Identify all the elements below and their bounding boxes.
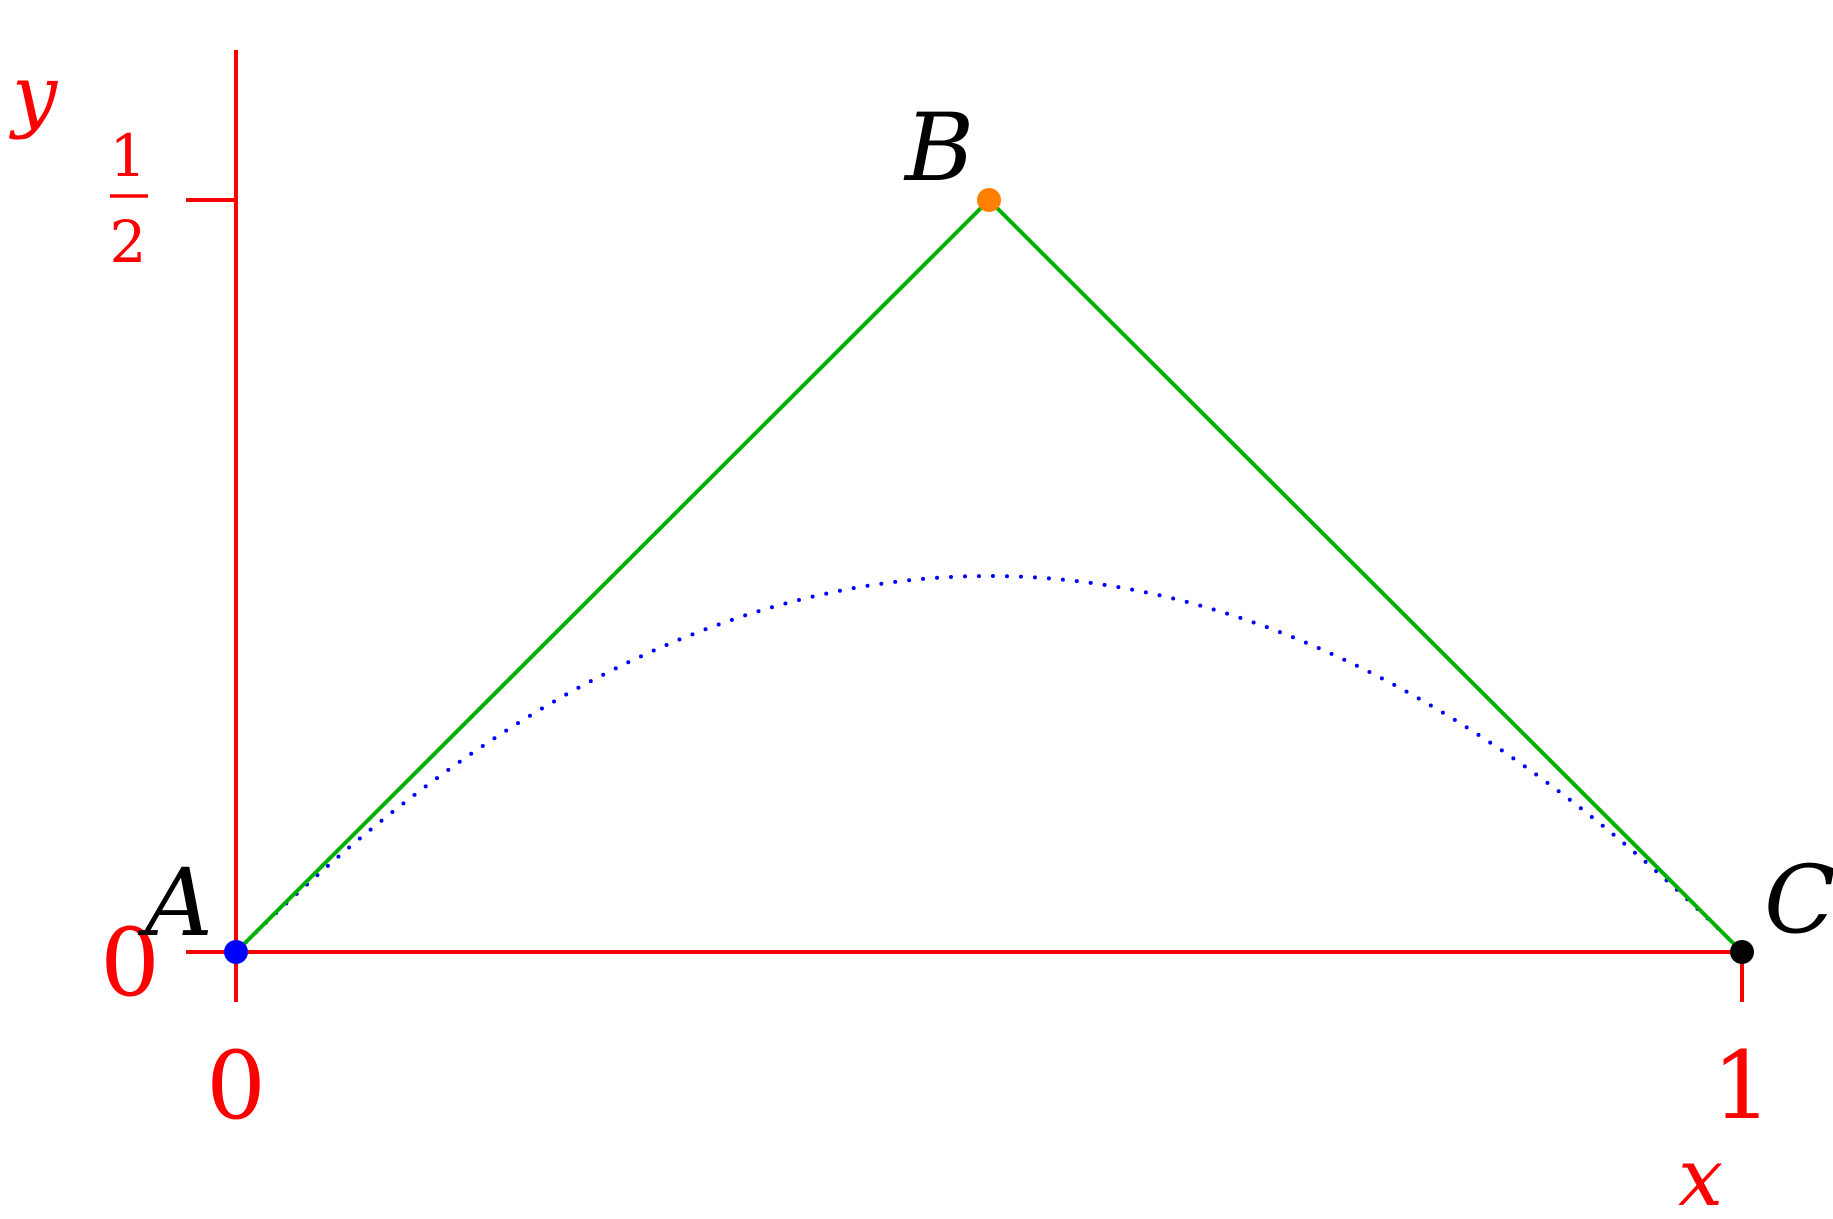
y-tick-label-zero: 0 [100, 909, 160, 1018]
dotted-parabola-curve [234, 573, 1744, 954]
x-tick-label-zero: 0 [206, 1032, 266, 1141]
x-axis-label: x [1678, 1131, 1723, 1219]
x-tick-label-one: 1 [1712, 1032, 1772, 1141]
polyline-abc [234, 197, 1744, 954]
point-b[interactable] [977, 188, 1001, 212]
point-b-label: B [903, 94, 974, 203]
y-tick-label-half-numerator: 1 [110, 122, 147, 190]
point-a[interactable] [224, 940, 248, 964]
y-axis-label: y [9, 48, 59, 141]
point-c[interactable] [1730, 940, 1754, 964]
point-c-label: C [1764, 846, 1833, 955]
point-a-label: A [137, 849, 213, 958]
y-tick-label-half-denominator: 2 [110, 208, 147, 276]
